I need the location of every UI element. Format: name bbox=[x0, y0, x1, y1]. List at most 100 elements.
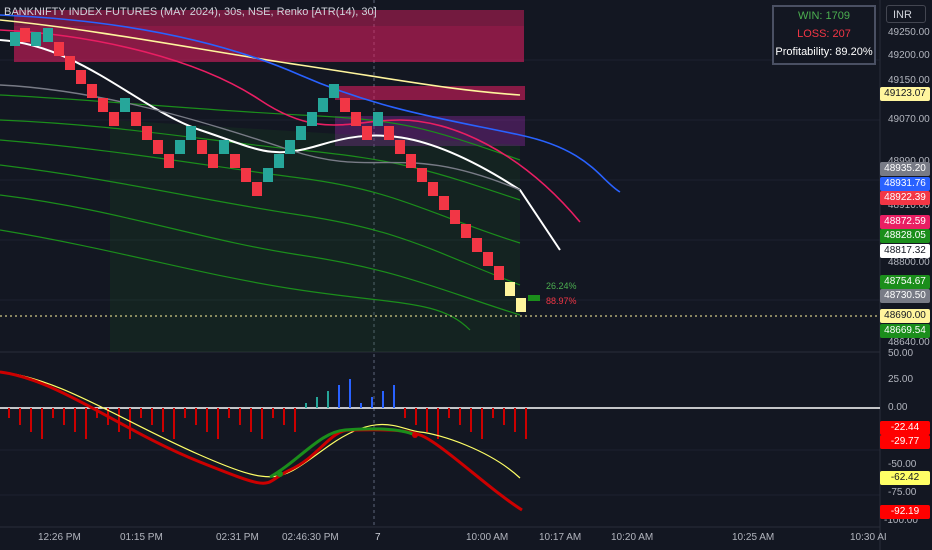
time-label: 10:17 AM bbox=[539, 532, 582, 543]
histogram-bar bbox=[305, 403, 307, 408]
renko-brick bbox=[43, 28, 53, 42]
osc-tick: 25.00 bbox=[888, 374, 914, 385]
renko-brick bbox=[483, 252, 493, 266]
histogram-bar bbox=[52, 408, 54, 418]
histogram-bar bbox=[481, 408, 483, 439]
histogram-bar bbox=[140, 408, 142, 418]
price-tick: 49070.00 bbox=[888, 114, 930, 125]
renko-brick bbox=[417, 168, 427, 182]
histogram-bar bbox=[448, 408, 450, 418]
price-tag: 48690.00 bbox=[880, 309, 930, 323]
loss-count: LOSS: 207 bbox=[797, 28, 851, 40]
osc-tag: -22.44 bbox=[880, 421, 930, 435]
time-label: 10:20 AM bbox=[611, 532, 654, 543]
histogram-bar bbox=[338, 385, 340, 408]
renko-brick bbox=[395, 140, 405, 154]
renko-brick bbox=[285, 140, 295, 154]
histogram-bar bbox=[129, 408, 131, 439]
renko-brick bbox=[120, 98, 130, 112]
price-tick: 49150.00 bbox=[888, 75, 930, 86]
histogram-bar bbox=[118, 408, 120, 432]
renko-brick bbox=[54, 42, 64, 56]
price-tag: 48828.05 bbox=[880, 229, 930, 243]
time-label: 12:26 PM bbox=[38, 532, 81, 543]
price-tag: 48817.32 bbox=[880, 244, 930, 258]
histogram-bar bbox=[327, 391, 329, 408]
win-count: WIN: 1709 bbox=[798, 10, 850, 22]
renko-brick bbox=[373, 112, 383, 126]
histogram-bar bbox=[173, 408, 175, 439]
histogram-bar bbox=[63, 408, 65, 425]
osc-tick: 50.00 bbox=[888, 348, 914, 359]
histogram-bar bbox=[184, 408, 186, 418]
renko-brick bbox=[153, 140, 163, 154]
histogram-bar bbox=[316, 397, 318, 408]
histogram-bar bbox=[217, 408, 219, 439]
renko-brick bbox=[329, 84, 339, 98]
histogram-bar bbox=[283, 408, 285, 425]
price-tick: 48910.00 bbox=[888, 200, 930, 211]
supply-zones bbox=[14, 10, 525, 146]
price-tag: 48754.67 bbox=[880, 275, 930, 289]
renko-brick bbox=[439, 196, 449, 210]
histogram-bar bbox=[261, 408, 263, 439]
histogram-bar bbox=[404, 408, 406, 418]
time-label: 10:00 AM bbox=[466, 532, 509, 543]
renko-brick bbox=[131, 112, 141, 126]
histogram-bar bbox=[525, 408, 527, 439]
renko-brick bbox=[263, 168, 273, 182]
time-label: 10:30 AI bbox=[850, 532, 887, 543]
currency-button[interactable]: INR bbox=[886, 5, 926, 23]
symbol-title: BANKNIFTY INDEX FUTURES (MAY 2024), 30s,… bbox=[4, 6, 377, 18]
histogram-bar bbox=[228, 408, 230, 418]
time-label: 10:25 AM bbox=[732, 532, 775, 543]
renko-brick bbox=[362, 126, 372, 140]
price-tag: 48931.76 bbox=[880, 177, 930, 191]
histogram-bar bbox=[371, 397, 373, 408]
renko-brick bbox=[307, 112, 317, 126]
histogram-bar bbox=[151, 408, 153, 425]
pct-down-label: 88.97% bbox=[546, 296, 577, 306]
time-label: 02:31 PM bbox=[216, 532, 259, 543]
histogram-bar bbox=[250, 408, 252, 432]
renko-brick bbox=[142, 126, 152, 140]
renko-brick bbox=[351, 112, 361, 126]
oscillator-histogram bbox=[8, 379, 527, 439]
histogram-bar bbox=[74, 408, 76, 432]
price-tag: 48669.54 bbox=[880, 324, 930, 338]
renko-brick bbox=[20, 28, 30, 42]
osc-tag: -62.42 bbox=[880, 471, 930, 485]
osc-tick: -100.00 bbox=[884, 515, 918, 526]
renko-brick bbox=[186, 126, 196, 140]
histogram-bar bbox=[415, 408, 417, 425]
renko-brick bbox=[175, 140, 185, 154]
renko-brick bbox=[76, 70, 86, 84]
price-tag: 49123.07 bbox=[880, 87, 930, 101]
renko-brick bbox=[384, 126, 394, 140]
renko-brick bbox=[472, 238, 482, 252]
price-tick: 48800.00 bbox=[888, 257, 930, 268]
histogram-bar bbox=[30, 408, 32, 432]
histogram-bar bbox=[8, 408, 10, 418]
renko-brick bbox=[516, 298, 526, 312]
renko-brick bbox=[219, 140, 229, 154]
renko-brick bbox=[274, 154, 284, 168]
osc-tick: 0.00 bbox=[888, 402, 908, 413]
renko-brick bbox=[241, 168, 251, 182]
renko-brick bbox=[10, 32, 20, 46]
histogram-bar bbox=[41, 408, 43, 439]
histogram-bar bbox=[470, 408, 472, 432]
renko-brick bbox=[87, 84, 97, 98]
renko-brick bbox=[406, 154, 416, 168]
histogram-bar bbox=[349, 379, 351, 408]
histogram-bar bbox=[85, 408, 87, 439]
histogram-bar bbox=[393, 385, 395, 408]
renko-bricks bbox=[10, 28, 526, 312]
price-tag: 48872.59 bbox=[880, 215, 930, 229]
histogram-bar bbox=[503, 408, 505, 425]
histogram-bar bbox=[19, 408, 21, 425]
price-tick: 49200.00 bbox=[888, 50, 930, 61]
osc-tick: -75.00 bbox=[888, 487, 917, 498]
profitability-value: Profitability: 89.20% bbox=[775, 46, 873, 58]
